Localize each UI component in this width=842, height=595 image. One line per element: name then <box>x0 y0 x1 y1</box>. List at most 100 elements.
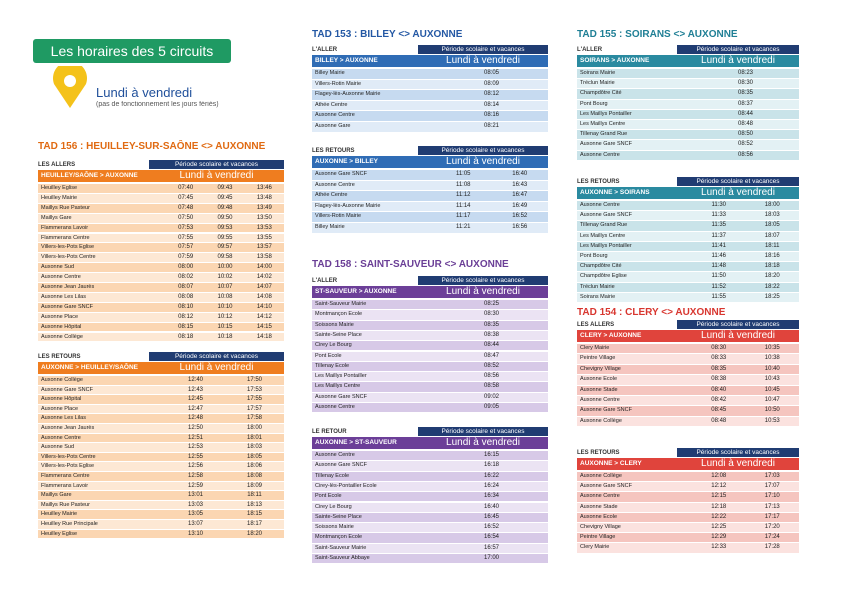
departure-time: 08:58 <box>483 383 499 390</box>
schedule-row <box>577 140 799 150</box>
departure-time: 13:53 <box>256 224 272 231</box>
departure-time: 18:07 <box>764 232 780 239</box>
departure-time: 09:05 <box>483 404 499 410</box>
departure-time: 08:47 <box>483 352 499 359</box>
stop-name: Maillys Rue Pasteur <box>41 204 90 211</box>
departure-time: 10:07 <box>217 284 233 290</box>
departure-time: 11:08 <box>455 181 471 188</box>
period-label: Période scolaire et vacances <box>677 45 799 54</box>
stop-name: Auxonne Ecole <box>580 376 617 383</box>
stop-name: Soissons Mairie <box>315 321 354 328</box>
stop-name: Tréclun Mairie <box>580 283 615 290</box>
departure-time: 12:43 <box>187 386 203 393</box>
departure-time: 08:08 <box>178 293 194 300</box>
departure-time: 18:20 <box>246 530 262 537</box>
stop-name: Les Maillys Pontailler <box>315 373 367 380</box>
days-label: Lundi à vendredi <box>149 170 284 182</box>
departure-time: 14:07 <box>256 284 272 290</box>
stop-name: Auxonne Jean Jaurès <box>41 284 95 290</box>
stop-name: Heuilley Eglise <box>41 185 78 191</box>
direction-label: SOIRANS > AUXONNE <box>577 55 677 67</box>
stop-name: Athée Centre <box>315 101 348 108</box>
stop-name: Les Maillys Pontailler <box>580 242 632 249</box>
schedule-row <box>38 203 284 213</box>
departure-time: 08:23 <box>737 70 753 76</box>
departure-time: 11:46 <box>711 253 727 259</box>
departure-time: 17:17 <box>764 513 780 520</box>
departure-time: 16:22 <box>483 472 499 479</box>
departure-time: 11:05 <box>455 171 471 177</box>
schedule-row <box>38 520 284 529</box>
schedule-row <box>312 111 548 121</box>
departure-time: 12:12 <box>711 483 727 490</box>
departure-time: 17:53 <box>246 386 262 393</box>
departure-time: 13:07 <box>187 521 203 527</box>
schedule-row <box>38 462 284 471</box>
departure-time: 14:00 <box>256 264 272 271</box>
stop-name: Tréclun Mairie <box>580 80 615 87</box>
schedule-row <box>577 292 799 302</box>
departure-time: 16:47 <box>512 192 528 199</box>
schedule-row <box>312 512 548 523</box>
stop-name: Maillys Rue Pasteur <box>41 501 90 508</box>
departure-time: 08:12 <box>483 91 499 98</box>
schedule-row <box>312 523 548 533</box>
stop-name: Auxonne Place <box>41 313 78 320</box>
schedule-row <box>312 90 548 100</box>
schedule-row <box>38 283 284 292</box>
departure-time: 08:33 <box>711 355 727 362</box>
stop-name: Auxonne Collège <box>580 473 622 479</box>
departure-time: 12:08 <box>711 473 727 479</box>
schedule-row <box>312 170 548 180</box>
departure-time: 12:33 <box>711 544 727 551</box>
schedule-row <box>38 481 284 491</box>
stop-name: Billey Mairie <box>315 224 345 230</box>
schedule-row <box>38 223 284 233</box>
direction-label: ST-SAUVEUR > AUXONNE <box>312 286 418 298</box>
departure-time: 13:48 <box>256 194 272 201</box>
departure-time: 17:57 <box>246 405 262 412</box>
departure-time: 14:08 <box>256 293 272 300</box>
stop-name: Auxonne Hôpital <box>41 323 82 330</box>
direction-label: AUXONNE > SOIRANS <box>577 187 677 199</box>
departure-time: 18:17 <box>246 521 262 527</box>
departure-time: 16:40 <box>483 503 499 510</box>
stop-name: Champdôtre Eglise <box>580 273 627 280</box>
section-label: LES RETOURS <box>577 450 620 456</box>
departure-time: 12:29 <box>711 534 727 541</box>
departure-time: 18:03 <box>764 212 780 219</box>
direction-label: AUXONNE > HEUILLEY/SAÔNE <box>38 362 149 374</box>
stop-name: Auxonne Gare SNCF <box>315 462 367 469</box>
departure-time: 12:58 <box>187 473 203 479</box>
departure-time: 09:50 <box>217 214 233 221</box>
departure-time: 08:21 <box>483 123 499 129</box>
departure-time: 17:55 <box>246 396 262 403</box>
departure-time: 08:37 <box>737 100 753 107</box>
direction-label: AUXONNE > CLERY <box>577 458 677 470</box>
schedule-row <box>312 69 548 79</box>
departure-time: 12:50 <box>187 425 203 431</box>
departure-time: 08:12 <box>178 313 194 320</box>
schedule-row <box>38 491 284 500</box>
departure-time: 10:38 <box>764 355 780 362</box>
departure-time: 18:01 <box>246 434 262 441</box>
stop-name: Tillenay Grand Rue <box>580 222 628 229</box>
schedule-row <box>312 471 548 481</box>
stop-name: Soirans Mairie <box>580 293 616 300</box>
departure-time: 08:30 <box>737 80 753 87</box>
departure-time: 14:12 <box>256 313 272 320</box>
direction-label: CLERY > AUXONNE <box>577 330 677 342</box>
departure-time: 11:30 <box>711 202 727 208</box>
schedule-row <box>577 354 799 364</box>
departure-time: 10:12 <box>217 313 233 320</box>
departure-time: 12:56 <box>187 463 203 470</box>
schedule-row <box>312 351 548 361</box>
departure-time: 10:18 <box>217 333 233 340</box>
period-label: Période scolaire et vacances <box>418 427 548 436</box>
stop-name: Auxonne Gare SNCF <box>41 386 93 393</box>
departure-time: 10:15 <box>217 323 233 330</box>
schedule-row <box>577 375 799 385</box>
departure-time: 13:49 <box>256 204 272 211</box>
stop-name: Auxonne Gare SNCF <box>315 393 367 400</box>
